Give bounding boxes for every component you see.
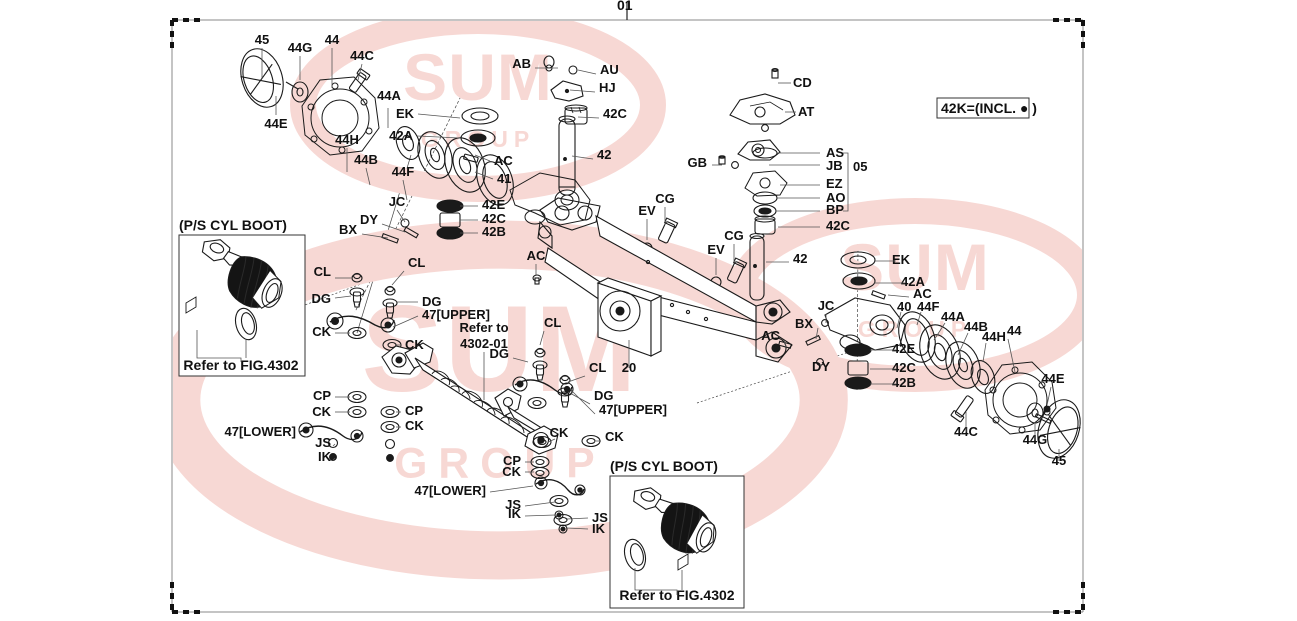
svg-text:42E: 42E [892, 341, 915, 356]
svg-text:AT: AT [798, 104, 814, 119]
svg-text:44A: 44A [941, 309, 965, 324]
svg-text:AU: AU [600, 62, 619, 77]
svg-text:44: 44 [325, 32, 340, 47]
svg-text:42E: 42E [482, 197, 505, 212]
svg-text:42: 42 [793, 251, 807, 266]
svg-text:CL: CL [589, 360, 606, 375]
svg-text:47[LOWER]: 47[LOWER] [225, 424, 297, 439]
svg-text:CG: CG [724, 228, 744, 243]
svg-text:CK: CK [312, 404, 331, 419]
svg-text:DG: DG [594, 388, 614, 403]
svg-text:(P/S CYL BOOT): (P/S CYL BOOT) [179, 217, 287, 233]
svg-text:DG: DG [490, 346, 510, 361]
svg-text:44H: 44H [335, 132, 359, 147]
svg-text:42A: 42A [389, 128, 413, 143]
svg-text:44E: 44E [1041, 371, 1064, 386]
svg-text:DY: DY [360, 212, 378, 227]
svg-text:BX: BX [339, 222, 357, 237]
svg-text:CD: CD [793, 75, 812, 90]
svg-text:47[UPPER]: 47[UPPER] [599, 402, 667, 417]
svg-text:JC: JC [389, 194, 406, 209]
svg-text:44F: 44F [917, 299, 939, 314]
svg-text:EK: EK [892, 252, 911, 267]
svg-text:JB: JB [826, 158, 843, 173]
svg-text:CK: CK [312, 324, 331, 339]
svg-text:IK: IK [318, 449, 332, 464]
svg-text:EZ: EZ [826, 176, 843, 191]
svg-text:AC: AC [761, 328, 780, 343]
svg-text:BP: BP [826, 202, 844, 217]
svg-text:EV: EV [707, 242, 725, 257]
svg-text:05: 05 [853, 159, 867, 174]
svg-text:AB: AB [512, 56, 531, 71]
svg-text:42B: 42B [482, 224, 506, 239]
svg-text:44: 44 [1007, 323, 1022, 338]
svg-text:44C: 44C [350, 48, 374, 63]
svg-text:AC: AC [494, 153, 513, 168]
svg-text:44G: 44G [288, 40, 313, 55]
svg-text:CL: CL [408, 255, 425, 270]
svg-text:Refer to: Refer to [459, 320, 508, 335]
svg-text:EV: EV [638, 203, 656, 218]
svg-text:44B: 44B [354, 152, 378, 167]
svg-text:40: 40 [897, 299, 911, 314]
svg-text:JS: JS [315, 435, 331, 450]
svg-text:CK: CK [405, 418, 424, 433]
svg-text:42B: 42B [892, 375, 916, 390]
svg-text:44F: 44F [392, 164, 414, 179]
svg-text:42C: 42C [892, 360, 916, 375]
svg-text:(P/S CYL BOOT): (P/S CYL BOOT) [610, 458, 718, 474]
svg-text:IK: IK [592, 521, 606, 536]
svg-text:BX: BX [795, 316, 813, 331]
svg-text:CK: CK [502, 464, 521, 479]
svg-text:CG: CG [655, 191, 675, 206]
svg-text:42C: 42C [603, 106, 627, 121]
svg-text:CL: CL [314, 264, 331, 279]
svg-text:41: 41 [497, 171, 511, 186]
svg-text:AC: AC [527, 248, 546, 263]
svg-text:CP: CP [405, 403, 423, 418]
svg-text:CK: CK [405, 337, 424, 352]
svg-text:CK: CK [605, 429, 624, 444]
svg-text:DG: DG [312, 291, 332, 306]
svg-text:IK: IK [508, 506, 522, 521]
svg-text:47[LOWER]: 47[LOWER] [415, 483, 487, 498]
svg-text:GB: GB [688, 155, 708, 170]
svg-text:HJ: HJ [599, 80, 616, 95]
svg-text:42C: 42C [826, 218, 850, 233]
svg-text:JC: JC [818, 298, 835, 313]
svg-text:44A: 44A [377, 88, 401, 103]
svg-text:EK: EK [396, 106, 415, 121]
svg-text:CP: CP [313, 388, 331, 403]
svg-text:CK: CK [550, 425, 569, 440]
svg-text:45: 45 [255, 32, 269, 47]
svg-text:42: 42 [597, 147, 611, 162]
svg-text:44H: 44H [982, 329, 1006, 344]
svg-text:CL: CL [544, 315, 561, 330]
svg-text:44E: 44E [264, 116, 287, 131]
